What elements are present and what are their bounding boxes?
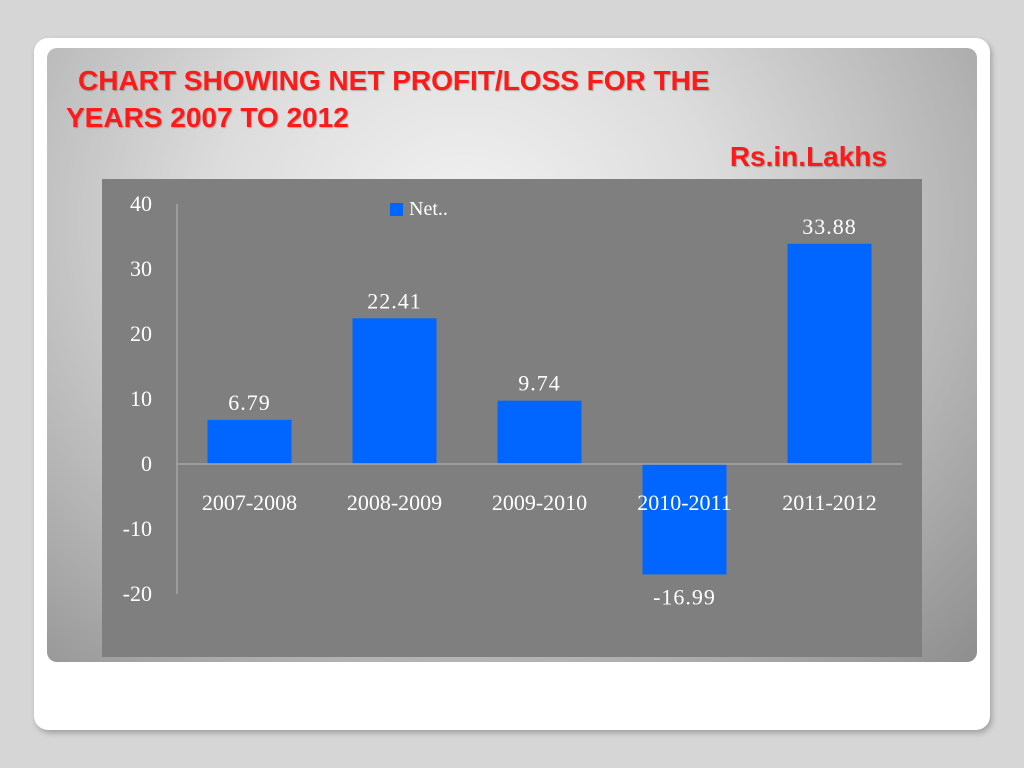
y-tick-label: 0 (141, 451, 152, 476)
data-label: 22.41 (367, 288, 422, 313)
y-tick-label: 30 (130, 256, 152, 281)
x-tick-label: 2011-2012 (782, 490, 877, 515)
chart-legend: Net.. (390, 198, 448, 221)
y-tick-label: 10 (130, 386, 152, 411)
bar-2009-2010 (497, 400, 582, 464)
x-tick-label: 2009-2010 (492, 490, 587, 515)
data-label: 33.88 (802, 214, 857, 239)
x-tick-label: 2010-2011 (637, 490, 732, 515)
data-label: 6.79 (228, 390, 271, 415)
x-tick-label: 2007-2008 (202, 490, 297, 515)
slide-title-line-1: CHART SHOWING NET PROFIT/LOSS FOR THE (78, 65, 710, 96)
slide-title-line-2: YEARS 2007 TO 2012 (66, 102, 349, 133)
slide-title: CHART SHOWING NET PROFIT/LOSS FOR THE YE… (66, 62, 896, 136)
unit-label: Rs.in.Lakhs (729, 141, 887, 172)
chart-area: 40 30 20 10 0 -10 -20 6.79 22.41 9.74 -16.99 33.88 2… (102, 179, 922, 657)
data-label: 9.74 (518, 371, 561, 396)
y-tick-label: -10 (123, 516, 152, 541)
bar-2010-2011 (642, 464, 727, 575)
bar-2007-2008 (207, 419, 292, 464)
bar-chart: 40 30 20 10 0 -10 -20 6.79 22.41 9.74 -16.99 33.88 2… (123, 191, 902, 609)
data-label: -16.99 (653, 584, 716, 609)
legend-label: Net.. (409, 198, 448, 220)
bar-2011-2012 (787, 243, 872, 464)
x-tick-label: 2008-2009 (347, 490, 442, 515)
legend-swatch (390, 203, 403, 216)
y-tick-label: 40 (130, 191, 152, 216)
y-tick-label: -20 (123, 581, 152, 606)
y-tick-label: 20 (130, 321, 152, 346)
bar-2008-2009 (352, 318, 437, 464)
